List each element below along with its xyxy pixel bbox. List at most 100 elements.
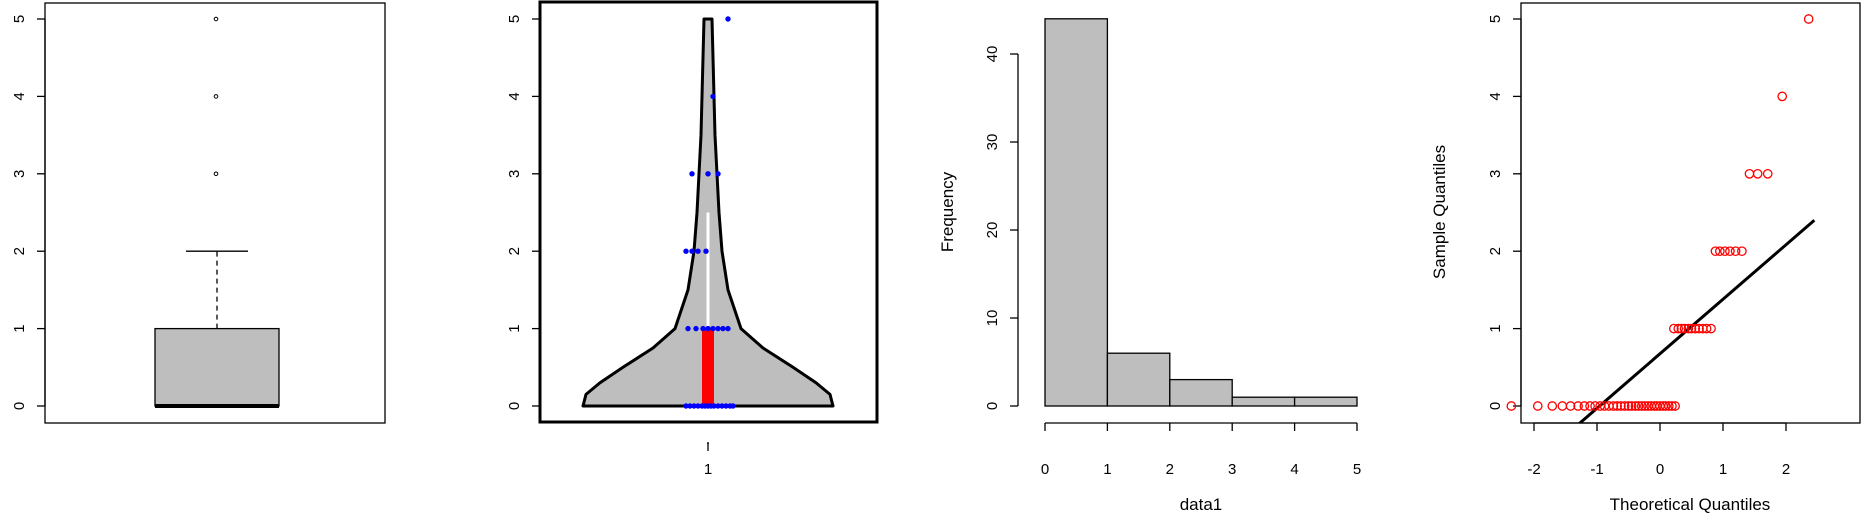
plot-frame [1520, 2, 1861, 424]
data-point [691, 403, 697, 409]
data-point [1663, 401, 1674, 411]
histogram-bar [1169, 378, 1233, 407]
data-point [1660, 401, 1671, 411]
data-point [725, 325, 731, 332]
data-point [1623, 401, 1634, 411]
histogram-bar [1044, 18, 1109, 407]
histogram-bar [1106, 352, 1171, 407]
y-tick-label: 1 [506, 324, 523, 332]
y-tick-label: 0 [1487, 402, 1504, 410]
histogram-panel: 0 10 20 30 40 0 1 2 3 4 5 data1 Frequency [938, 18, 1361, 514]
data-point [1557, 401, 1568, 411]
y-tick-label: 2 [506, 247, 523, 255]
y-tick-label: 4 [506, 92, 523, 100]
data-point [1633, 401, 1644, 411]
x-tick-label: 5 [1353, 461, 1361, 478]
x-tick-label: -1 [1590, 461, 1603, 478]
x-axis-title: Theoretical Quantiles [1610, 495, 1771, 514]
data-point [685, 325, 691, 332]
outlier-point [213, 171, 219, 177]
y-tick-label: 5 [506, 15, 523, 23]
data-point [1686, 323, 1697, 334]
data-point [1676, 323, 1687, 334]
data-point [1701, 323, 1712, 334]
y-tick-label: 1 [11, 324, 28, 332]
x-tick-label: -2 [1527, 461, 1540, 478]
data-point [1803, 14, 1814, 24]
x-tick-label: 1 [1103, 461, 1111, 478]
data-point [1690, 323, 1701, 334]
data-point [1762, 168, 1773, 179]
y-tick-label: 5 [11, 15, 28, 23]
data-point [1710, 246, 1721, 257]
data-point [683, 248, 689, 254]
data-point [1670, 401, 1680, 411]
data-point [1706, 323, 1716, 334]
qq-plot-panel: 0 1 2 3 4 5 -2 -1 0 1 2 Theoretical Quantiles Sample… [1430, 2, 1861, 514]
data-point [1720, 246, 1730, 257]
data-point [1532, 401, 1543, 411]
x-tick-label: 2 [1166, 461, 1174, 478]
data-point [695, 403, 701, 409]
data-point [1616, 401, 1626, 411]
data-point [720, 325, 726, 332]
data-point [1752, 168, 1763, 179]
y-tick-label: 30 [984, 134, 1001, 151]
data-point [1619, 401, 1630, 411]
data-point [1626, 401, 1637, 411]
data-point [1683, 323, 1694, 334]
data-point [687, 403, 693, 409]
y-tick-label: 10 [984, 310, 1001, 327]
y-tick-label: 1 [1487, 324, 1504, 332]
data-point [710, 325, 716, 332]
data-point [1730, 246, 1741, 257]
x-tick-label: 0 [1656, 461, 1664, 478]
data-point [1640, 401, 1650, 411]
x-tick-label: 1 [704, 461, 712, 478]
data-point [1636, 401, 1647, 411]
data-point [1547, 401, 1558, 411]
data-point [695, 248, 701, 254]
data-point [705, 171, 711, 177]
y-axis-title: Frequency [938, 171, 957, 252]
data-point [1694, 323, 1704, 334]
histogram-bar [1231, 396, 1296, 407]
y-tick-label: 4 [11, 92, 28, 100]
x-tick-label: 4 [1290, 461, 1298, 478]
data-point [1630, 401, 1641, 411]
y-tick-label: 3 [506, 170, 523, 178]
y-tick-label: 3 [1487, 170, 1504, 178]
data-point [1612, 401, 1623, 411]
qq-reference-line [1577, 219, 1816, 423]
y-tick-label: 2 [11, 247, 28, 255]
data-point [710, 93, 716, 100]
x-axis-title: data1 [1180, 495, 1223, 514]
data-point [1673, 323, 1684, 334]
y-tick-label: 20 [984, 222, 1001, 239]
data-point [715, 171, 721, 177]
box-iqr [154, 327, 280, 407]
data-point [1744, 168, 1755, 179]
y-tick-label: 0 [984, 402, 1001, 410]
data-point [1669, 323, 1679, 334]
data-point [689, 171, 695, 177]
data-point [1565, 401, 1576, 411]
data-point [719, 403, 725, 409]
data-point [693, 325, 699, 332]
violin-panel: 0 1 2 3 4 5 1 [506, 0, 879, 478]
data-point [1777, 91, 1788, 102]
y-tick-label: 5 [1487, 15, 1504, 23]
data-point [711, 403, 717, 409]
data-point [1737, 246, 1747, 257]
data-point [683, 403, 689, 409]
data-point [1573, 401, 1583, 411]
data-point [1608, 401, 1619, 411]
data-point [700, 325, 706, 332]
y-tick-label: 3 [11, 170, 28, 178]
data-point [715, 325, 721, 332]
data-point [1585, 401, 1595, 411]
data-point [689, 248, 695, 254]
x-tick-label: 3 [1228, 461, 1236, 478]
data-point [725, 16, 731, 22]
